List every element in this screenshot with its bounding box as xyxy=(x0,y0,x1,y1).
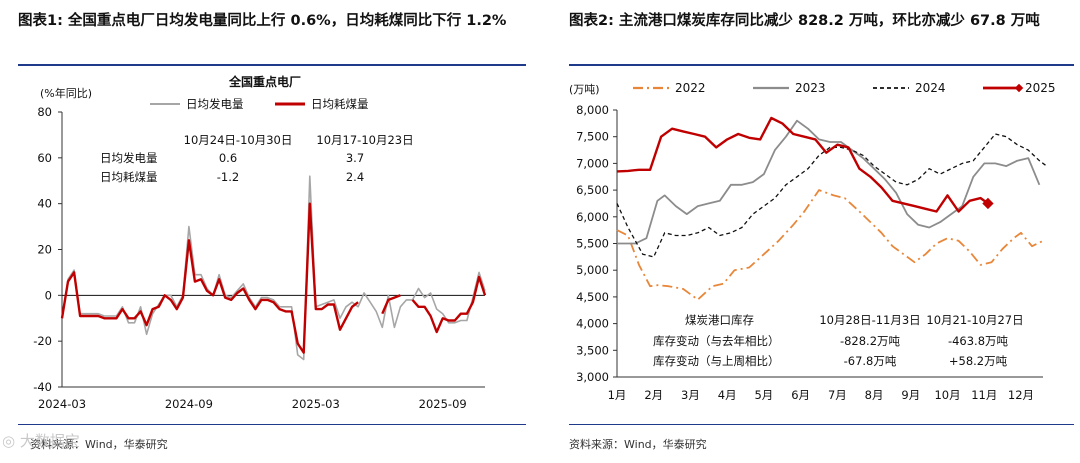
y-tick-label: 3,500 xyxy=(576,343,609,357)
x-tick-label: 2月 xyxy=(644,388,663,402)
y-tick-label: 3,000 xyxy=(576,370,609,384)
figure-title-right: 图表2: 主流港口煤炭库存同比减少 828.2 万吨，环比亦减少 67.8 万吨 xyxy=(569,13,1040,29)
y-tick-label: 40 xyxy=(37,197,52,211)
footer-rule-right xyxy=(569,424,1074,425)
legend-label: 2023 xyxy=(795,81,826,95)
x-tick-label: 2024-03 xyxy=(38,397,86,411)
y-tick-label: -20 xyxy=(33,334,52,348)
source-note-right: 资料来源：Wind，华泰研究 xyxy=(569,438,707,451)
figure-right: 图表2: 主流港口煤炭库存同比减少 828.2 万吨，环比亦减少 67.8 万吨… xyxy=(555,0,1080,463)
annotation-row-label: 库存变动（与去年相比） xyxy=(653,334,780,348)
x-tick-label: 2025-03 xyxy=(292,397,340,411)
y-tick-label: -40 xyxy=(33,380,52,394)
y-tick-label: 0 xyxy=(45,288,52,302)
y-axis-label: (%年同比) xyxy=(40,86,92,100)
x-tick-label: 2024-09 xyxy=(165,397,213,411)
x-tick-label: 9月 xyxy=(901,388,920,402)
legend-marker xyxy=(1014,83,1024,93)
y-tick-label: 4,000 xyxy=(576,317,609,331)
x-tick-label: 11月 xyxy=(971,388,997,402)
power-yoy-chart: 全国重点电厂 (%年同比) -40 -20 0 20 40 60 80 2024-03 2024-0… xyxy=(33,74,487,411)
annotation-title: 煤炭港口库存 xyxy=(685,313,754,327)
y-tick-label: 60 xyxy=(37,151,52,165)
annotation-value: -1.2 xyxy=(217,170,239,184)
source-note-left: 资料来源：Wind，华泰研究 xyxy=(30,438,168,451)
x-tick-label: 7月 xyxy=(828,388,847,402)
legend-label: 2025 xyxy=(1025,81,1056,95)
x-tick-label: 2025-09 xyxy=(419,397,467,411)
annotation-row-label: 日均发电量 xyxy=(100,151,158,165)
series-line-coal xyxy=(60,202,487,354)
annotation-value: 3.7 xyxy=(346,151,364,165)
legend-label: 日均耗煤量 xyxy=(311,97,369,111)
y-tick-label: 8,000 xyxy=(576,103,609,117)
series-line-power xyxy=(61,175,486,361)
x-tick-label: 6月 xyxy=(791,388,810,402)
annotation-value: -463.8万吨 xyxy=(948,334,1009,348)
y-tick-label: 5,500 xyxy=(576,237,609,251)
x-tick-label: 12月 xyxy=(1008,388,1034,402)
annotation-value: 0.6 xyxy=(219,151,237,165)
annotation-row-label: 库存变动（与上周相比） xyxy=(653,354,780,368)
x-tick-label: 4月 xyxy=(718,388,737,402)
legend-label: 2024 xyxy=(915,81,946,95)
annotation-value: -67.8万吨 xyxy=(844,354,897,368)
y-tick-label: 7,500 xyxy=(576,130,609,144)
annotation-value: +58.2万吨 xyxy=(949,354,1008,368)
y-axis-label: (万吨) xyxy=(569,83,600,96)
y-tick-label: 20 xyxy=(37,243,52,257)
watermark: ◎ 大数据宝 xyxy=(2,432,80,450)
x-tick-label: 8月 xyxy=(865,388,884,402)
x-tick-label: 1月 xyxy=(608,388,627,402)
legend-label: 2022 xyxy=(675,81,706,95)
title-rule-left xyxy=(18,64,526,66)
series-line-2023 xyxy=(617,119,1041,245)
port-inventory-chart: (万吨) 3,000 3,500 4,000 4,500 5,000 5,500 6,000 6… xyxy=(569,81,1056,402)
x-tick-label: 10月 xyxy=(934,388,960,402)
series-endpoint-2025 xyxy=(982,197,994,210)
legend-label: 日均发电量 xyxy=(186,97,244,111)
y-tick-label: 6,000 xyxy=(576,210,609,224)
chart-title: 全国重点电厂 xyxy=(228,74,301,89)
y-tick-label: 80 xyxy=(37,105,52,119)
annotation-header: 10月21-10月27日 xyxy=(926,313,1023,327)
y-tick-label: 5,000 xyxy=(576,263,609,277)
series-line-2025 xyxy=(616,116,989,213)
annotation-header: 10月17-10月23日 xyxy=(316,133,413,147)
title-rule-right xyxy=(569,64,1074,66)
annotation-header: 10月28日-11月3日 xyxy=(819,313,920,327)
footer-rule-left xyxy=(18,424,526,425)
annotation-header: 10月24日-10月30日 xyxy=(184,133,293,147)
annotation-value: -828.2万吨 xyxy=(840,334,901,348)
x-tick-label: 5月 xyxy=(754,388,773,402)
y-tick-label: 6,500 xyxy=(576,183,609,197)
annotation-value: 2.4 xyxy=(346,170,364,184)
y-tick-label: 7,000 xyxy=(576,156,609,170)
annotation-row-label: 日均耗煤量 xyxy=(100,170,158,184)
x-tick-label: 3月 xyxy=(681,388,700,402)
y-tick-label: 4,500 xyxy=(576,290,609,304)
figure-title-left: 图表1: 全国重点电厂日均发电量同比上行 0.6%，日均耗煤同比下行 1.2% xyxy=(18,13,507,29)
figure-left: 图表1: 全国重点电厂日均发电量同比上行 0.6%，日均耗煤同比下行 1.2% … xyxy=(18,13,526,451)
series-line-2022 xyxy=(616,189,1044,301)
